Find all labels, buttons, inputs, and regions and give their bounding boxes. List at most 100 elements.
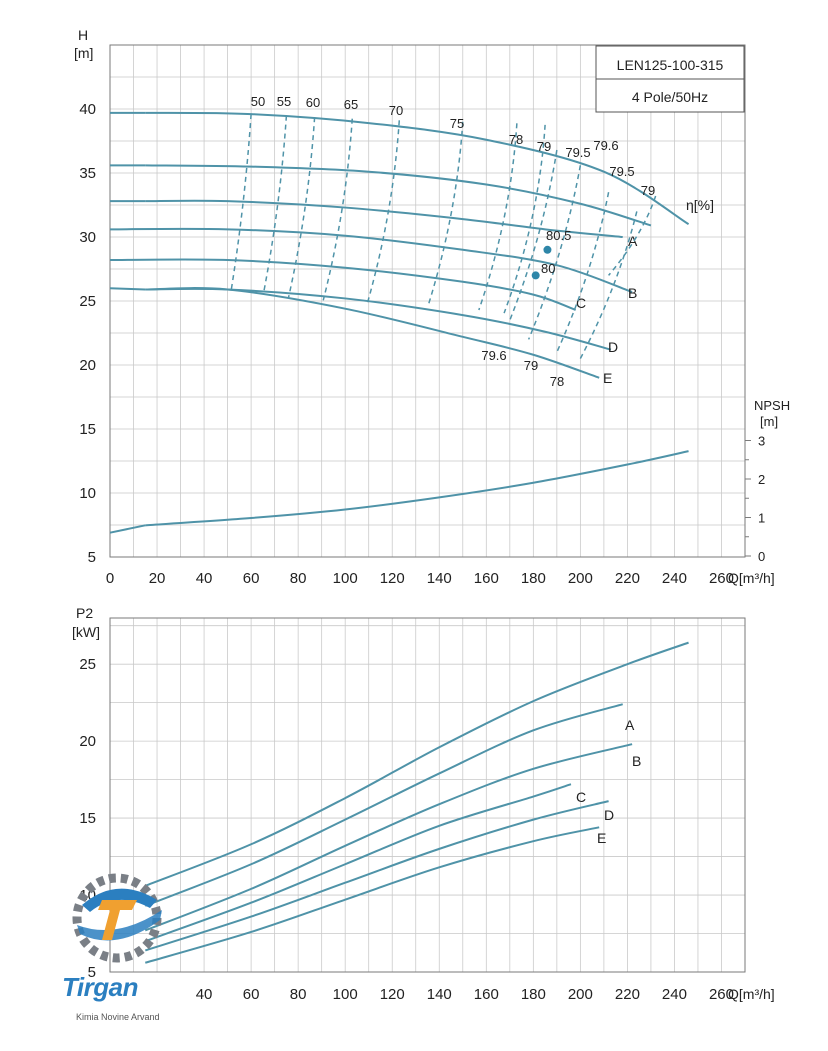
chart-subtitle: 4 Pole/50Hz <box>632 89 708 105</box>
x-tick-label: 140 <box>427 986 452 1003</box>
logo-brand-text: Tirgan <box>62 972 138 1002</box>
x-tick-label: 240 <box>662 986 687 1003</box>
efficiency-label: 79.5 <box>565 145 590 160</box>
efficiency-isoline <box>322 118 353 301</box>
x-tick-label: 20 <box>149 570 166 587</box>
x-tick-label: 60 <box>243 986 260 1003</box>
efficiency-isoline <box>287 117 316 298</box>
curve-label-a: A <box>628 233 638 249</box>
npsh-tick-label: 3 <box>758 434 765 449</box>
x-tick-label: 40 <box>196 986 213 1003</box>
y-tick-label: 5 <box>88 964 96 981</box>
efficiency-isoline <box>509 149 558 321</box>
head-npsh-chart: H[m]Q[m³/h]0 20 40 60 80 100 120 140 160 180 200 22… <box>74 27 790 587</box>
x-axis-label: Q[m³/h] <box>728 570 775 586</box>
x-tick-label: 140 <box>427 570 452 587</box>
efficiency-isoline <box>366 120 401 304</box>
x-tick-label: 100 <box>333 570 358 587</box>
curve-label-c: C <box>576 789 586 805</box>
head-curve-second <box>145 164 652 227</box>
head-curve-top <box>145 111 690 226</box>
y-tick-label: 35 <box>79 165 96 182</box>
best-efficiency-point <box>543 245 552 254</box>
efficiency-label: 55 <box>277 94 291 109</box>
efficiency-peak-label: 80 <box>541 261 555 276</box>
x-tick-label: 60 <box>243 570 260 587</box>
efficiency-label: 78 <box>509 132 523 147</box>
efficiency-label: 79.6 <box>481 348 506 363</box>
efficiency-label: 79.6 <box>593 138 618 153</box>
efficiency-isoline <box>579 211 638 359</box>
x-tick-label: 100 <box>333 986 358 1003</box>
y-axis-unit: [kW] <box>72 624 100 640</box>
npsh-curve-extension <box>109 524 146 534</box>
y-axis-label: P2 <box>76 605 93 621</box>
tirgan-logo <box>72 873 162 963</box>
npsh-tick-label: 1 <box>758 511 765 526</box>
x-tick-label: 0 <box>106 570 114 587</box>
power-curve-b <box>144 743 633 932</box>
efficiency-label: 65 <box>344 97 358 112</box>
x-tick-label: 80 <box>290 570 307 587</box>
logo-subtitle: Kimia Novine Arvand <box>76 1012 160 1022</box>
head-curve-d <box>145 287 612 351</box>
y-tick-label: 20 <box>79 733 96 750</box>
efficiency-isoline <box>262 115 288 295</box>
x-tick-label: 160 <box>474 986 499 1003</box>
x-tick-label: 180 <box>521 570 546 587</box>
npsh-axis-label: NPSH <box>754 398 790 413</box>
plot-frame <box>109 44 746 558</box>
efficiency-peak-label: 80.5 <box>546 228 571 243</box>
efficiency-isoline <box>478 123 518 311</box>
efficiency-label: 79 <box>641 183 655 198</box>
curve-label-d: D <box>604 807 614 823</box>
efficiency-label: 50 <box>251 94 265 109</box>
best-efficiency-point <box>531 271 540 280</box>
head-curve-extension <box>109 287 146 291</box>
npsh-tick-label: 2 <box>758 472 765 487</box>
y-tick-label: 5 <box>88 549 96 566</box>
y-tick-label: 15 <box>79 421 96 438</box>
y-axis-unit: [m] <box>74 45 93 61</box>
efficiency-axis-label: η[%] <box>686 197 714 213</box>
y-axis-label: H <box>78 27 88 43</box>
power-curve-d <box>144 800 609 952</box>
head-curve-b <box>109 227 633 293</box>
npsh-axis-unit: [m] <box>760 414 778 429</box>
curve-label-e: E <box>603 370 612 386</box>
head-curve-c <box>109 258 577 311</box>
curve-label-c: C <box>576 295 586 311</box>
x-tick-label: 220 <box>615 986 640 1003</box>
power-curve-c <box>144 783 572 943</box>
y-tick-label: 40 <box>79 101 96 118</box>
y-tick-label: 10 <box>79 485 96 502</box>
efficiency-isoline <box>556 192 610 353</box>
efficiency-isoline <box>527 165 582 340</box>
x-tick-label: 240 <box>662 570 687 587</box>
efficiency-isoline <box>608 195 657 276</box>
y-tick-label: 25 <box>79 293 96 310</box>
efficiency-label: 79.5 <box>609 164 634 179</box>
efficiency-label: 60 <box>306 95 320 110</box>
efficiency-isoline <box>230 114 252 291</box>
efficiency-label: 79 <box>537 139 551 154</box>
power-chart: P2 [kW] Q[m³/h] 40 60 80 100 120 140 160 180 200 220… <box>72 605 775 1003</box>
efficiency-label: 79 <box>524 358 538 373</box>
chart-title: LEN125-100-315 <box>617 57 724 73</box>
x-tick-label: 200 <box>568 570 593 587</box>
curve-label-b: B <box>628 285 637 301</box>
x-tick-label: 200 <box>568 986 593 1003</box>
efficiency-isoline <box>503 124 546 314</box>
y-tick-label: 15 <box>79 810 96 827</box>
x-tick-label: 160 <box>474 570 499 587</box>
y-tick-label: 25 <box>79 656 96 673</box>
plot-frame <box>109 617 746 973</box>
efficiency-isoline <box>427 121 464 307</box>
x-tick-label: 260 <box>709 986 734 1003</box>
curve-label-a: A <box>625 717 635 733</box>
x-axis-label: Q[m³/h] <box>728 986 775 1002</box>
curve-label-d: D <box>608 339 618 355</box>
power-curve-a <box>144 703 623 907</box>
x-tick-label: 120 <box>380 986 405 1003</box>
